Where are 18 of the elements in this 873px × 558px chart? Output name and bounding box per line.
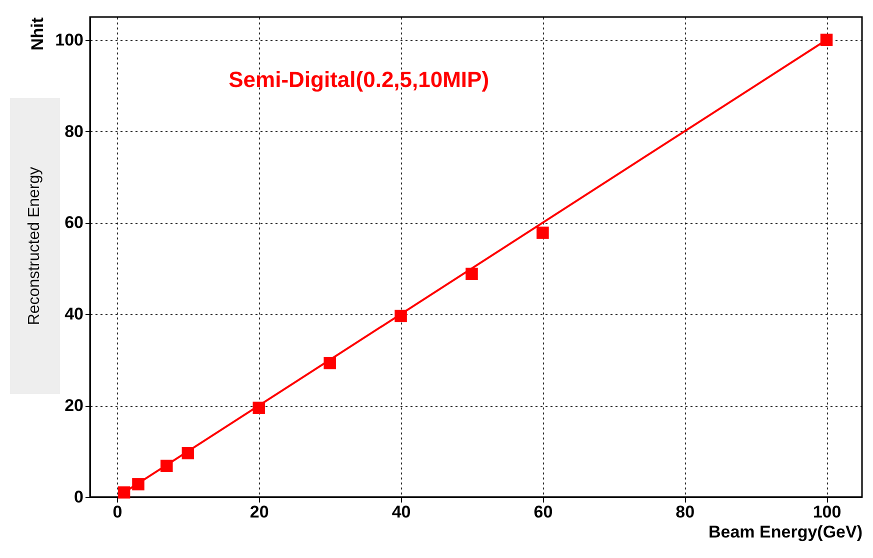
text: Semi-Digital(0.2,5,10MIP) <box>228 67 490 92</box>
x-axis-title: Beam Energy(GeV) <box>708 522 862 542</box>
point <box>820 34 833 46</box>
y-tick-label: 80 <box>64 122 84 141</box>
x-tick-label: 80 <box>676 502 695 522</box>
y-tick-label: 60 <box>64 213 84 232</box>
y-tick-label: 40 <box>64 304 84 324</box>
text: Reconstructed Energy <box>26 166 44 326</box>
point <box>536 226 549 239</box>
y-tick-label: 0 <box>74 488 84 506</box>
y-tick-label: 100 <box>55 30 84 50</box>
y-tick-label: 20 <box>64 396 84 416</box>
x-tick-label: 20 <box>250 502 269 522</box>
y-axis-title: Nhit <box>28 17 48 51</box>
x-tick-label: 40 <box>392 502 411 522</box>
x-tick-label: 100 <box>812 502 842 522</box>
x-tick-label: 0 <box>112 502 122 522</box>
x-tick-label: 60 <box>534 502 553 522</box>
